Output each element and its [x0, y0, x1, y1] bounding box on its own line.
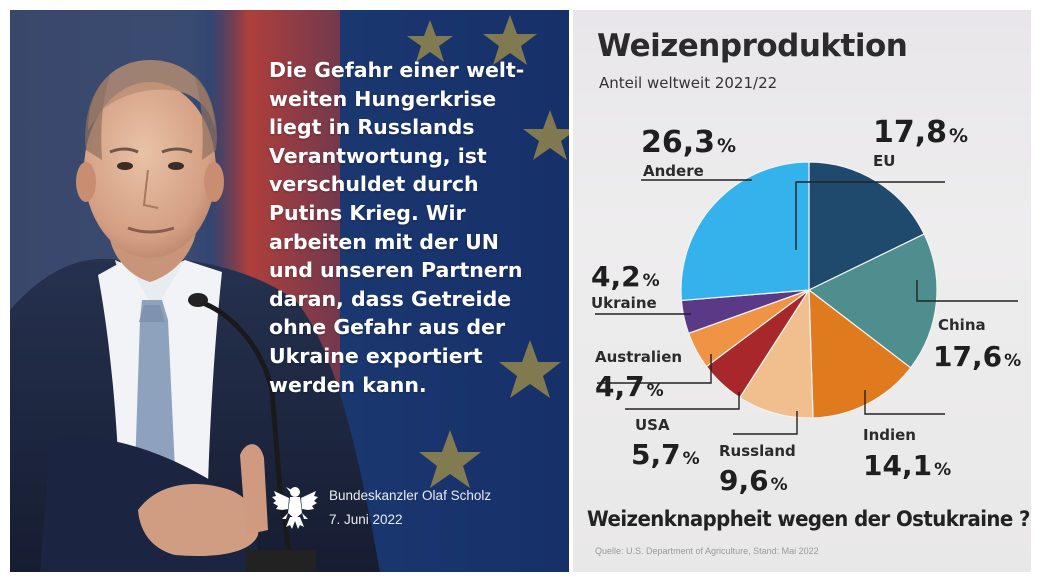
pie-chart: 17,8 % EU 17,6 % China 14,1 % Indien 9,6 % Russland… — [591, 115, 1021, 497]
data-label-australien: 4,7% — [595, 370, 664, 403]
slice-name-australien: Australien — [595, 348, 682, 366]
slice-name-eu: EU — [873, 152, 895, 170]
leader-line-russland — [733, 411, 798, 435]
leader-line-china — [916, 280, 1018, 302]
leader-line-usa — [625, 392, 740, 410]
quote-line: Die Gefahr einer welt- — [269, 58, 525, 82]
data-label-ukraine: 4,2% — [591, 260, 660, 293]
pie-slice-indien — [808, 288, 912, 419]
quote-text: Die Gefahr einer welt- weiten Hungerkris… — [269, 56, 569, 399]
data-label-andere: 26,3% — [641, 125, 736, 160]
pie-slice-russland — [738, 288, 814, 419]
pie-slice-china — [807, 233, 938, 369]
pie-slice-andere — [680, 161, 810, 302]
federal-eagle-icon — [272, 487, 318, 529]
chart-subtitle: Anteil weltweit 2021/22 — [599, 74, 778, 92]
signature-date: 7. Juni 2022 — [329, 512, 403, 527]
data-label-eu: 17,8% — [873, 115, 968, 150]
slice-name-andere: Andere — [643, 162, 704, 180]
quote-line: liegt in Russlands — [269, 115, 475, 140]
leader-line-indien — [864, 390, 945, 415]
quote-line: daran, dass Getreide — [269, 286, 512, 311]
chart-title: Weizenproduktion — [597, 28, 908, 64]
quote-line: ohne Gefahr aus der — [269, 315, 506, 340]
chart-question: Weizenknappheit wegen der Ostukraine ? — [587, 507, 1030, 531]
quote-line: verschuldet durch — [269, 172, 479, 197]
data-label-usa: 5,7% — [631, 438, 700, 471]
data-label-china: 17,6% — [933, 340, 1021, 373]
quote-line: weiten Hungerkrise — [269, 86, 497, 111]
chart-card: Weizenproduktion Anteil weltweit 2021/22… — [573, 10, 1031, 572]
quote-line: Putins Krieg. Wir — [269, 200, 466, 225]
leader-line-andere — [641, 179, 752, 181]
slice-name-usa: USA — [635, 416, 670, 434]
quote-line: und unseren Partnern — [269, 258, 523, 283]
signature-name: Bundeskanzler Olaf Scholz — [329, 488, 492, 503]
chart-source: Quelle: U.S. Department of Agriculture, … — [595, 546, 819, 556]
data-label-indien: 14,1% — [863, 449, 951, 482]
leader-line-australien — [597, 354, 712, 384]
data-label-russland: 9,6% — [719, 464, 788, 497]
slice-name-ukraine: Ukraine — [591, 294, 657, 312]
leader-line-eu — [795, 181, 945, 250]
chancellor-photo — [10, 10, 569, 572]
slice-name-indien: Indien — [863, 426, 916, 444]
quote-card: Die Gefahr einer welt- weiten Hungerkris… — [10, 10, 569, 572]
quote-line: Ukraine exportiert — [269, 343, 483, 368]
quote-line: werden kann. — [269, 372, 427, 397]
slice-name-china: China — [938, 316, 986, 334]
quote-line: arbeiten mit der UN — [269, 229, 499, 254]
slice-name-russland: Russland — [719, 442, 796, 460]
quote-line: Verantwortung, ist — [269, 143, 487, 168]
